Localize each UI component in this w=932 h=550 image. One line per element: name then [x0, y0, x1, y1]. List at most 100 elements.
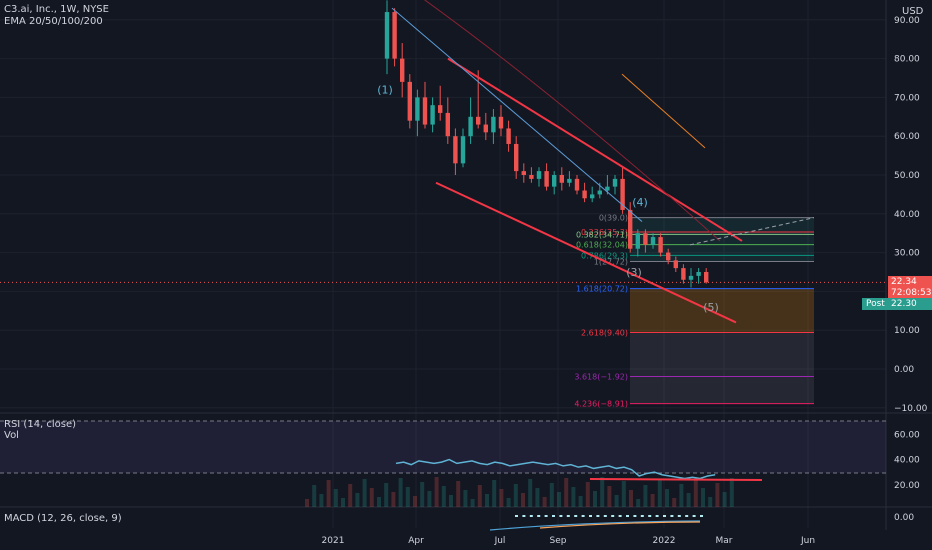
candle-body — [514, 143, 519, 172]
candle-body — [552, 175, 557, 187]
candle-body — [544, 171, 549, 187]
macd-histogram-bar — [655, 515, 659, 517]
volume-bar — [542, 497, 547, 507]
candle-body — [536, 171, 542, 179]
rsi-band — [0, 421, 886, 473]
candle-body — [491, 116, 496, 133]
volume-bar — [398, 478, 403, 507]
volume-bar — [672, 498, 677, 507]
price-tick-label: 60.00 — [894, 132, 920, 142]
candle-body — [605, 186, 610, 191]
fib-zone-gray — [630, 332, 814, 404]
currency-label: USD — [902, 6, 924, 17]
volume-bar — [341, 498, 345, 507]
volume-bar — [636, 499, 641, 507]
volume-bar — [506, 498, 511, 507]
price-tick-label: 70.00 — [894, 93, 920, 103]
dashed-projection — [689, 217, 815, 246]
candle-body — [635, 233, 640, 249]
volume-bar — [333, 489, 338, 507]
price-tick-label: 30.00 — [894, 249, 920, 259]
post-badge: Post — [862, 298, 889, 310]
macd-histogram-bar — [596, 515, 600, 517]
volume-bar — [485, 494, 489, 507]
time-tick-label: Apr — [408, 536, 424, 546]
candle-body — [597, 190, 602, 195]
volume-bar — [420, 482, 425, 507]
volume-bar — [492, 480, 497, 507]
macd-histogram-bar — [618, 515, 622, 517]
volume-bar — [607, 486, 612, 507]
candle-body — [567, 178, 572, 183]
candle-body — [620, 178, 625, 210]
volume-bar — [535, 488, 540, 507]
candle-body — [445, 112, 450, 137]
candle-body — [559, 175, 564, 183]
candle-body — [430, 105, 435, 125]
candle-body — [696, 272, 701, 276]
candle-body — [666, 252, 671, 261]
candle-body — [582, 190, 587, 199]
candle-body — [407, 81, 412, 121]
macd-tick-label: 0.00 — [894, 513, 914, 523]
macd-histogram-bar — [700, 515, 703, 517]
candle-body — [506, 128, 511, 144]
trend-channel[interactable] — [0, 0, 886, 324]
volume-bar — [621, 481, 626, 507]
grid-lines — [0, 0, 932, 530]
macd-histogram-bar — [574, 515, 578, 517]
time-tick-label: Mar — [716, 536, 733, 546]
fib-level-label: 1(27.72) — [594, 257, 628, 266]
last-price-tag: 22.34 — [888, 276, 932, 288]
volume-bar — [600, 477, 605, 507]
post-price-tag: 22.30 — [888, 298, 932, 310]
price-tick-label: 50.00 — [894, 171, 920, 181]
volume-bar — [513, 484, 518, 507]
volume-bar — [449, 495, 453, 507]
volume-bar — [528, 479, 533, 507]
fib-level-label: 0(39.0) — [599, 214, 628, 223]
fib-level-label: 3.618(−1.92) — [574, 372, 628, 381]
candle-body — [483, 124, 488, 133]
macd-histogram-bar — [522, 515, 526, 517]
macd-histogram-bar — [566, 515, 570, 517]
volume-bar — [549, 483, 554, 507]
countdown-tag: 72:08:53 — [888, 287, 932, 299]
ema-legend: EMA 20/50/100/200 — [4, 16, 103, 27]
volume-bar — [477, 485, 482, 507]
macd-histogram-bar — [633, 515, 637, 517]
rsi-legend: RSI (14, close) — [4, 419, 77, 430]
candle-body — [650, 237, 656, 245]
ema-curve — [423, 0, 721, 242]
candle-body — [498, 116, 504, 129]
candle-body — [688, 275, 694, 280]
volume-bar — [564, 478, 569, 507]
volume-bar — [643, 485, 648, 507]
candle-body — [628, 209, 633, 249]
time-tick-label: 2021 — [322, 536, 345, 546]
orange-trendline — [621, 73, 706, 149]
macd-histogram-bar — [537, 515, 541, 517]
candle-body — [704, 272, 709, 283]
macd-histogram-bar — [552, 515, 555, 517]
volume-bar — [391, 492, 396, 507]
volume-bar — [405, 487, 410, 507]
time-tick-label: Jul — [494, 536, 506, 546]
volume-bar — [650, 494, 655, 507]
volume-bar — [384, 483, 389, 507]
macd-histogram-bar — [544, 515, 548, 517]
macd-histogram-bar — [611, 515, 615, 517]
candle-body — [673, 260, 678, 269]
fib-extension: 0(39.0) 0.236(35.3)0.382(34.71) 0.618(32.0… — [574, 214, 814, 409]
signal-line — [539, 521, 701, 529]
rsi-tick-label: 60.00 — [894, 430, 920, 440]
volume-bar — [679, 484, 684, 507]
macd-histogram-bar — [581, 515, 585, 517]
candle-body — [521, 171, 526, 175]
volume-bar — [434, 477, 439, 507]
fib-level-label: 1.618(20.72) — [576, 285, 628, 294]
volume-bar — [585, 482, 590, 507]
volume-bar — [456, 481, 461, 507]
candle-body — [460, 136, 466, 164]
